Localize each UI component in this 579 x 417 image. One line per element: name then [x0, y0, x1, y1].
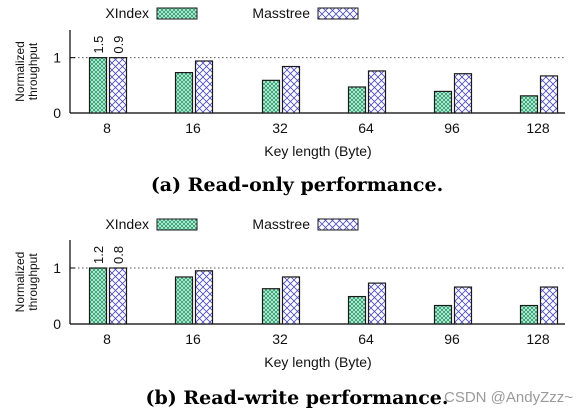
- bar-annotation-masstree: 0.8: [111, 246, 126, 264]
- legend-label-masstree: Masstree: [252, 5, 310, 21]
- y-tick-label: 0: [53, 105, 61, 121]
- bar-annotation-xindex: 1.5: [91, 36, 106, 54]
- bar-masstree-8: [108, 267, 128, 325]
- bar-xindex-16: [174, 276, 194, 325]
- x-tick-label-96: 96: [444, 331, 460, 347]
- bar-annotation-masstree: 0.9: [111, 36, 126, 54]
- x-tick-label-128: 128: [526, 120, 550, 136]
- bar-xindex-16: [174, 72, 194, 114]
- legend-swatch-xindex: [156, 218, 198, 231]
- y-axis-label: Normalizedthroughput: [13, 252, 40, 313]
- y-tick-label: 1: [53, 260, 61, 276]
- chart-panel-b: XIndex Masstree 0 1 Normalizedthroughput 8 16 3…: [13, 216, 565, 409]
- bar-masstree-32: [281, 276, 301, 325]
- bar-xindex-64: [347, 295, 367, 325]
- bar-masstree-128: [539, 75, 559, 114]
- bar-masstree-16: [194, 270, 214, 325]
- bar-masstree-96: [453, 286, 473, 325]
- chart-caption: (b) Read-write performance.: [145, 387, 448, 409]
- bar-xindex-32: [261, 79, 281, 114]
- bar-xindex-128: [519, 95, 539, 114]
- bar-masstree-16: [194, 60, 214, 114]
- bar-masstree-128: [539, 286, 559, 325]
- legend: XIndex Masstree: [105, 216, 359, 232]
- legend-swatch-xindex: [156, 7, 198, 20]
- x-tick-label-96: 96: [444, 120, 460, 136]
- watermark: CSDN @AndyZzz~: [444, 389, 573, 406]
- bar-xindex-96: [433, 90, 453, 114]
- bar-xindex-96: [433, 304, 453, 325]
- x-tick-label-16: 16: [185, 331, 201, 347]
- bar-masstree-64: [367, 70, 387, 114]
- bar-masstree-32: [281, 65, 301, 114]
- x-tick-label-64: 64: [358, 331, 374, 347]
- bar-masstree-96: [453, 73, 473, 114]
- x-tick-label-16: 16: [185, 120, 201, 136]
- x-tick-label-32: 32: [272, 331, 288, 347]
- legend-label-masstree: Masstree: [252, 216, 310, 232]
- bar-masstree-8: [108, 57, 128, 114]
- x-tick-label-64: 64: [358, 120, 374, 136]
- bar-masstree-64: [367, 282, 387, 325]
- legend-swatch-masstree: [317, 7, 359, 20]
- x-tick-label-8: 8: [103, 331, 111, 347]
- x-tick-label-32: 32: [272, 120, 288, 136]
- bar-xindex-8: [88, 57, 108, 114]
- chart-caption: (a) Read-only performance.: [151, 174, 443, 196]
- x-axis-label: Key length (Byte): [264, 143, 371, 159]
- legend: XIndex Masstree: [105, 5, 359, 21]
- y-axis-label: Normalizedthroughput: [13, 41, 40, 102]
- x-axis-label: Key length (Byte): [264, 354, 371, 370]
- bar-annotation-xindex: 1.2: [91, 246, 106, 264]
- bar-xindex-64: [347, 86, 367, 114]
- y-tick-label: 1: [53, 50, 61, 66]
- bar-xindex-32: [261, 288, 281, 325]
- x-tick-label-128: 128: [526, 331, 550, 347]
- bar-xindex-128: [519, 304, 539, 325]
- legend-swatch-masstree: [317, 218, 359, 231]
- y-tick-label: 0: [53, 316, 61, 332]
- legend-label-xindex: XIndex: [105, 5, 149, 21]
- x-tick-label-8: 8: [103, 120, 111, 136]
- bar-xindex-8: [88, 267, 108, 325]
- legend-label-xindex: XIndex: [105, 216, 149, 232]
- chart-panel-a: XIndex Masstree 0 1 Normalizedthroughput 8 16 3…: [13, 5, 565, 196]
